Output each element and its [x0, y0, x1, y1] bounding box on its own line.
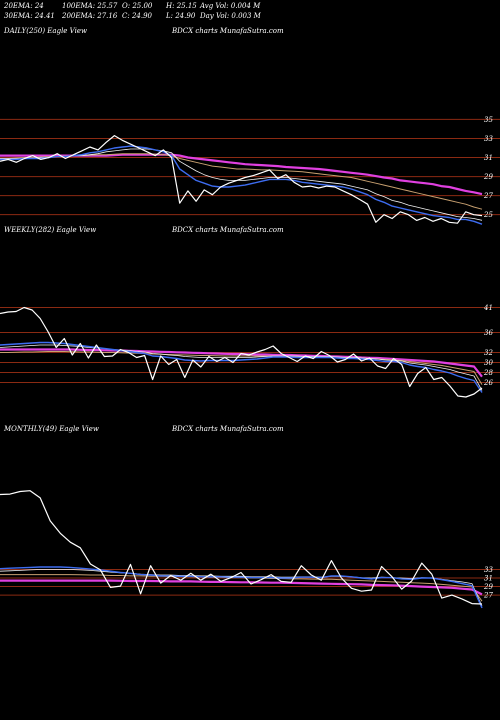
ema100-line-weekly: [0, 351, 483, 385]
y-tick-label-daily: 27: [483, 192, 493, 200]
panel-center-label-weekly: BDCX charts MunafaSutra.com: [171, 226, 284, 234]
header-close: C: 24.90: [122, 12, 152, 20]
ema200-line-monthly: [0, 579, 483, 596]
header-ema20: 20EMA: 24: [4, 2, 44, 10]
price-line-daily: [0, 135, 483, 224]
y-tick-label-daily: 25: [483, 211, 493, 219]
ema200-line-daily: [0, 153, 483, 196]
y-tick-label-monthly: 33: [484, 566, 493, 574]
y-tick-label-weekly: 30: [484, 359, 493, 367]
price-line-weekly: [0, 306, 483, 398]
header-low: L: 24.90: [166, 12, 196, 20]
ema30-line-monthly: [0, 569, 483, 607]
header-ema30: 30EMA: 24.41: [4, 12, 55, 20]
y-tick-label-weekly: 26: [483, 379, 493, 387]
y-tick-label-weekly: 41: [483, 304, 493, 312]
price-line-monthly: [0, 490, 483, 605]
panel-center-label-monthly: BDCX charts MunafaSutra.com: [171, 425, 284, 433]
panel-center-label-daily: BDCX charts MunafaSutra.com: [171, 27, 284, 35]
y-tick-label-daily: 35: [484, 116, 493, 124]
ema30-line-weekly: [0, 344, 483, 391]
y-tick-label-monthly: 27: [483, 592, 493, 600]
header-high: H: 25.15: [166, 2, 197, 10]
y-tick-label-weekly: 32: [484, 349, 493, 357]
panel-title-weekly: WEEKLY(282) Eagle View: [4, 226, 96, 234]
y-tick-label-weekly: 36: [484, 329, 493, 337]
header-open: O: 25.00: [122, 2, 153, 10]
y-tick-label-weekly: 28: [483, 369, 493, 377]
panel-title-monthly: MONTHLY(49) Eagle View: [3, 425, 99, 433]
ema20-line-weekly: [0, 341, 483, 393]
y-tick-label-monthly: 31: [484, 575, 493, 583]
header-day-vol: Day Vol: 0.003 M: [200, 12, 261, 20]
ema30-line-daily: [0, 148, 483, 221]
header-ema100: 100EMA: 25.57: [62, 2, 118, 10]
ema20-line-daily: [0, 145, 483, 225]
header-avg-vol: Avg Vol: 0.004 M: [200, 2, 261, 10]
y-tick-label-daily: 31: [484, 154, 493, 162]
header-ema200: 200EMA: 27.16: [62, 12, 118, 20]
panel-title-daily: DAILY(250) Eagle View: [3, 27, 87, 35]
y-tick-label-daily: 29: [483, 173, 493, 181]
y-tick-label-daily: 33: [484, 135, 493, 143]
ema20-line-monthly: [0, 566, 483, 609]
y-tick-label-monthly: 29: [483, 583, 493, 591]
